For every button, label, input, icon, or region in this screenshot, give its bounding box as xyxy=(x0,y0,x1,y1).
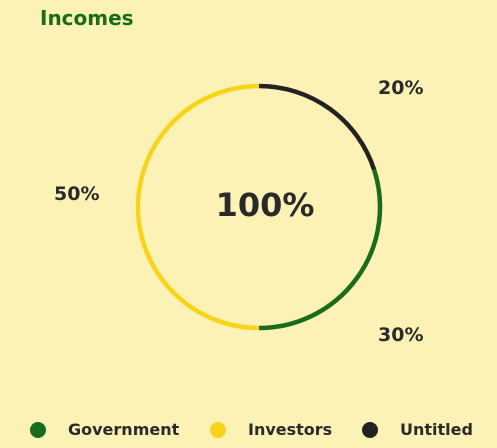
legend-label-government: Government xyxy=(68,420,180,439)
slice-government xyxy=(258,168,383,331)
legend-label-untitled: Untitled xyxy=(400,420,473,439)
slice-untitled xyxy=(258,83,377,171)
data-label-government: 30% xyxy=(378,324,424,346)
legend: Government Investors Untitled xyxy=(0,420,497,444)
legend-item-untitled: Untitled xyxy=(362,420,473,439)
legend-dot-investors xyxy=(210,421,226,438)
center-label: 100% xyxy=(215,186,315,224)
slice-investors xyxy=(135,83,260,331)
legend-item-government: Government xyxy=(30,420,179,439)
data-label-investors: 50% xyxy=(54,183,100,205)
legend-item-investors: Investors xyxy=(210,420,332,439)
chart-title: Incomes xyxy=(40,6,134,30)
legend-dot-government xyxy=(30,421,46,438)
data-label-untitled: 20% xyxy=(378,77,424,99)
legend-dot-untitled xyxy=(362,421,378,438)
legend-label-investors: Investors xyxy=(248,420,333,439)
